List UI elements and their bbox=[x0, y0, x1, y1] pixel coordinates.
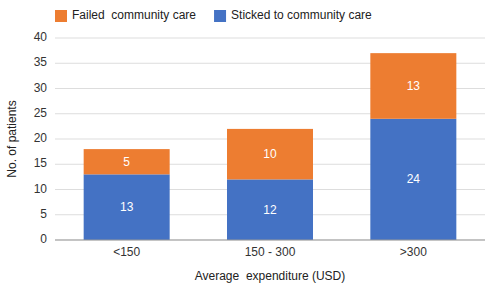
legend-swatch bbox=[214, 10, 226, 22]
bar bbox=[227, 179, 313, 240]
y-tick-label: 10 bbox=[34, 182, 48, 196]
legend-label: Failed community care bbox=[72, 8, 196, 22]
bar bbox=[370, 119, 456, 240]
bar bbox=[370, 53, 456, 119]
x-axis-line bbox=[55, 240, 485, 241]
bars bbox=[84, 53, 457, 240]
data-label: 13 bbox=[407, 79, 421, 93]
grid-line bbox=[55, 38, 485, 39]
data-label: 24 bbox=[407, 172, 421, 186]
bar bbox=[227, 129, 313, 180]
x-tick-label: 150 - 300 bbox=[245, 245, 296, 259]
grid-line bbox=[55, 240, 485, 241]
x-axis-title: Average expenditure (USD) bbox=[195, 269, 346, 283]
legend-label: Sticked to community care bbox=[231, 8, 372, 22]
legend-swatch bbox=[55, 10, 67, 22]
grid bbox=[55, 38, 485, 240]
legend: Failed community care Sticked to communit… bbox=[55, 8, 372, 22]
data-label: 5 bbox=[123, 155, 130, 169]
data-label: 10 bbox=[263, 147, 277, 161]
y-tick-label: 20 bbox=[34, 131, 48, 145]
y-tick-label: 30 bbox=[34, 81, 48, 95]
data-label: 13 bbox=[120, 200, 134, 214]
data-label: 12 bbox=[263, 203, 277, 217]
y-tick-label: 35 bbox=[34, 55, 48, 69]
y-tick-label: 15 bbox=[34, 156, 48, 170]
y-tick-label: 40 bbox=[34, 30, 48, 44]
y-tick-label: 5 bbox=[40, 207, 47, 221]
y-tick-label: 0 bbox=[40, 232, 47, 246]
bar bbox=[84, 149, 170, 174]
x-tick-label: >300 bbox=[400, 245, 427, 259]
data-labels: 13 12 24 5 10 13 bbox=[120, 79, 420, 217]
y-axis-title: No. of patients bbox=[5, 100, 19, 177]
bar bbox=[84, 174, 170, 240]
chart: 0 5 10 15 20 25 30 35 40 13 12 24 5 10 13 <150 150 - 300… bbox=[0, 0, 500, 290]
x-tick-label: <150 bbox=[113, 245, 140, 259]
y-tick-label: 25 bbox=[34, 106, 48, 120]
